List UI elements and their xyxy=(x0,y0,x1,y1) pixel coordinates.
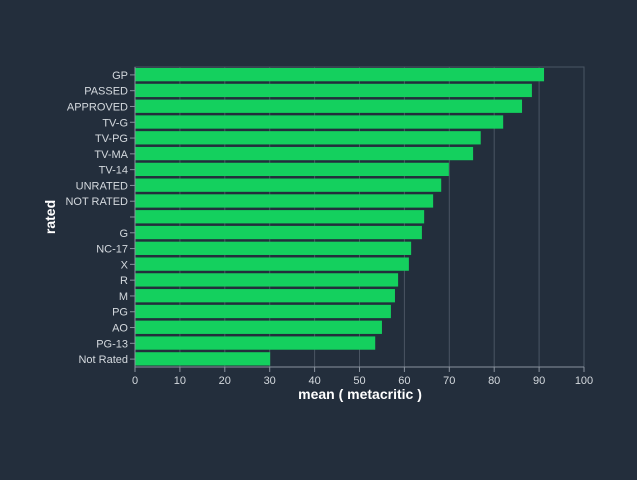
bar xyxy=(135,289,395,303)
bars xyxy=(135,68,545,366)
y-tick-label: TV-PG xyxy=(95,133,128,145)
x-tick-label: 40 xyxy=(308,375,320,387)
bar xyxy=(135,162,449,177)
y-tick-label: TV-G xyxy=(102,117,128,129)
y-tick-label: NC-17 xyxy=(96,244,128,256)
bar xyxy=(135,241,412,255)
x-tick-label: 70 xyxy=(443,375,455,387)
bar xyxy=(135,304,391,319)
bar xyxy=(135,146,474,161)
y-tick-label: R xyxy=(120,275,128,287)
x-tick-label: 0 xyxy=(132,375,138,387)
bar xyxy=(135,320,382,334)
bar xyxy=(135,352,271,366)
y-tick-label: NOT RATED xyxy=(65,196,128,208)
x-tick-label: 100 xyxy=(575,375,593,387)
y-tick-label: TV-MA xyxy=(94,149,128,161)
y-axis: GP PASSED APPROVED TV-G TV-PG TV-MA TV-14 UNRAT… xyxy=(65,67,136,367)
y-tick-label: UNRATED xyxy=(76,180,128,192)
x-tick-label: 80 xyxy=(488,375,500,387)
y-tick-label: TV-14 xyxy=(99,165,128,177)
x-tick-label: 90 xyxy=(533,375,545,387)
bar xyxy=(135,68,545,82)
y-tick-label: PASSED xyxy=(84,86,128,98)
bar xyxy=(135,194,434,208)
bar xyxy=(135,178,442,192)
bar xyxy=(135,131,481,145)
x-tick-label: 50 xyxy=(353,375,365,387)
x-axis: 0 10 20 30 40 50 60 70 80 90 100 xyxy=(132,366,593,387)
x-tick-label: 60 xyxy=(398,375,410,387)
bar xyxy=(135,115,504,129)
y-tick-label: Not Rated xyxy=(78,354,128,366)
bar xyxy=(135,99,523,113)
bar xyxy=(135,83,532,98)
y-tick-label: PG-13 xyxy=(96,338,128,350)
bar xyxy=(135,257,409,271)
y-tick-label: PG xyxy=(112,307,128,319)
x-tick-label: 10 xyxy=(174,375,186,387)
y-tick-label: X xyxy=(121,259,129,271)
y-tick-label: M xyxy=(119,291,128,303)
y-tick-label: GP xyxy=(112,70,128,82)
y-tick-label: AO xyxy=(112,323,128,335)
bar xyxy=(135,210,425,224)
bar xyxy=(135,336,376,350)
x-tick-label: 30 xyxy=(264,375,276,387)
y-axis-title: rated xyxy=(42,200,58,234)
y-tick-label: APPROVED xyxy=(67,101,128,113)
y-tick-label: G xyxy=(119,228,128,240)
bar xyxy=(135,225,422,240)
bar xyxy=(135,273,399,287)
x-axis-title: mean ( metacritic ) xyxy=(298,386,422,402)
x-tick-label: 20 xyxy=(219,375,231,387)
